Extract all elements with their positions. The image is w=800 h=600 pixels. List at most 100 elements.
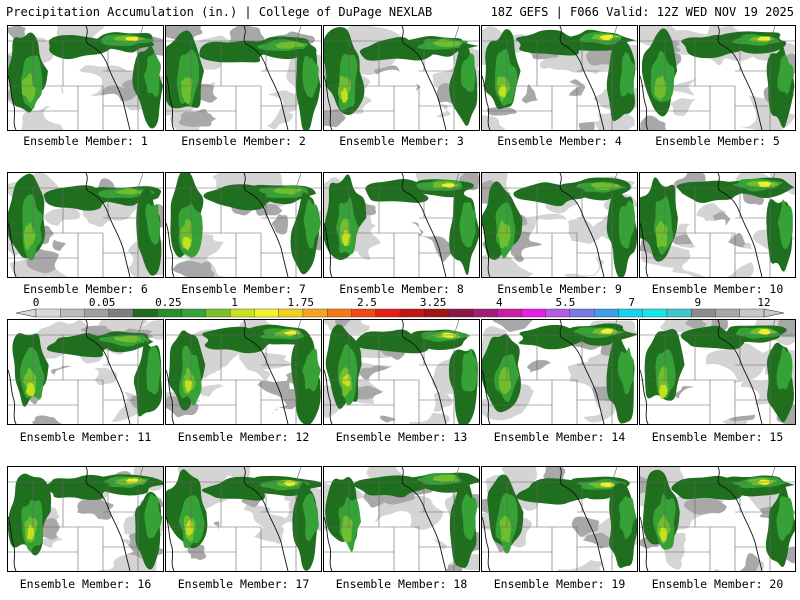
state-boundary: [694, 335, 736, 424]
precip-colorbar: 0 0.05 0.25 1 1.75 2.5 3.25 4 5.5 7 9 12: [15, 296, 785, 318]
ensemble-member-panel: [165, 172, 322, 278]
border-line: [324, 75, 333, 130]
state-boundary: [694, 188, 736, 277]
precip-map: [640, 467, 795, 571]
ensemble-member-label: Ensemble Member: 6: [23, 282, 148, 296]
ensemble-member-panel: [481, 25, 638, 131]
colorbar-swatch: [569, 308, 595, 318]
ensemble-member-label: Ensemble Member: 18: [335, 577, 468, 591]
ensemble-member-panel: [165, 466, 322, 572]
precip-map: [324, 467, 479, 571]
colorbar-swatch: [715, 308, 741, 318]
river-line: [401, 320, 447, 424]
river-line: [85, 467, 131, 571]
colorbar-swatch: [545, 308, 571, 318]
precip-contour: [113, 335, 141, 343]
precip-contour: [461, 348, 478, 392]
precip-contour: [777, 199, 793, 250]
state-boundary: [769, 173, 776, 189]
precip-contour: [56, 511, 106, 545]
precip-contour: [212, 217, 263, 248]
precip-contour: [530, 361, 573, 397]
precip-contour: [600, 328, 615, 334]
precip-contour: [682, 239, 762, 277]
colorbar-swatch: [496, 308, 522, 318]
colorbar-swatch: [739, 308, 765, 318]
state-boundary: [378, 41, 420, 130]
colorbar-swatch: [229, 308, 255, 318]
river-line: [717, 320, 763, 424]
precip-contour: [617, 347, 634, 395]
precip-contour: [757, 181, 774, 187]
river-line: [717, 467, 763, 571]
state-boundary: [220, 335, 262, 424]
precip-contour: [53, 217, 98, 250]
border-line: [166, 516, 175, 571]
precip-map: [8, 467, 163, 571]
state-boundary: [769, 467, 776, 483]
precip-contour: [146, 345, 162, 395]
precip-contour: [342, 373, 351, 387]
state-boundary: [694, 41, 736, 130]
ensemble-member-label: Ensemble Member: 9: [497, 282, 622, 296]
precip-contour: [355, 329, 429, 354]
border-line: [166, 369, 175, 424]
precip-contour: [212, 67, 258, 103]
colorbar-swatch: [205, 308, 231, 318]
precip-contour: [571, 516, 600, 537]
ensemble-member-panel: [481, 466, 638, 572]
precip-map: [482, 26, 637, 130]
precip-map: [8, 173, 163, 277]
ensemble-member-panel: [323, 319, 480, 425]
precip-contour: [640, 115, 666, 130]
precip-contour: [82, 207, 112, 227]
ensemble-member-panel: [639, 172, 796, 278]
colorbar-swatch: [35, 308, 61, 318]
precip-contour: [459, 201, 477, 248]
river-line: [717, 26, 763, 130]
colorbar-swatch: [375, 308, 401, 318]
precip-contour: [54, 366, 99, 396]
precip-contour: [619, 52, 636, 97]
precip-contour: [776, 496, 794, 542]
border-line: [8, 516, 17, 571]
colorbar-swatch: [254, 308, 280, 318]
ensemble-member-label: Ensemble Member: 19: [493, 577, 626, 591]
precip-contour: [115, 188, 144, 195]
colorbar-swatch: [593, 308, 619, 318]
ensemble-member-label: Ensemble Member: 2: [181, 134, 306, 148]
state-boundary: [295, 320, 302, 336]
ensemble-member-label: Ensemble Member: 5: [655, 134, 780, 148]
precip-contour: [689, 512, 738, 540]
precip-contour: [303, 199, 321, 249]
ensemble-member-label: Ensemble Member: 16: [19, 577, 152, 591]
precip-contour: [185, 378, 192, 393]
model-run-info: 18Z GEFS | F066 Valid: 12Z WED NOV 19 20…: [490, 5, 794, 19]
precip-contour: [432, 474, 458, 483]
state-boundary: [611, 320, 618, 336]
precip-map: [8, 320, 163, 424]
precip-contour: [341, 516, 353, 543]
ensemble-member-panel: [165, 319, 322, 425]
ensemble-member-panel: [7, 25, 164, 131]
ensemble-member-panel: [323, 466, 480, 572]
precip-contour: [654, 75, 667, 100]
precip-contour: [757, 328, 772, 335]
colorbar-swatch: [157, 308, 183, 318]
state-boundary: [453, 26, 460, 42]
border-line: [482, 75, 491, 130]
precip-contour: [206, 239, 286, 277]
precip-contour: [515, 29, 585, 56]
state-boundary: [220, 41, 262, 130]
state-boundary: [295, 467, 302, 483]
colorbar-tick-label: 12: [757, 296, 770, 309]
ensemble-member-panel: [7, 466, 164, 572]
river-line: [85, 320, 131, 424]
border-line: [8, 222, 17, 277]
colorbar-swatch: [132, 308, 158, 318]
precip-contour: [172, 260, 210, 277]
precip-contour: [178, 109, 217, 127]
precip-map: [324, 26, 479, 130]
ensemble-member-label: Ensemble Member: 11: [19, 430, 152, 444]
precip-contour: [679, 386, 760, 424]
